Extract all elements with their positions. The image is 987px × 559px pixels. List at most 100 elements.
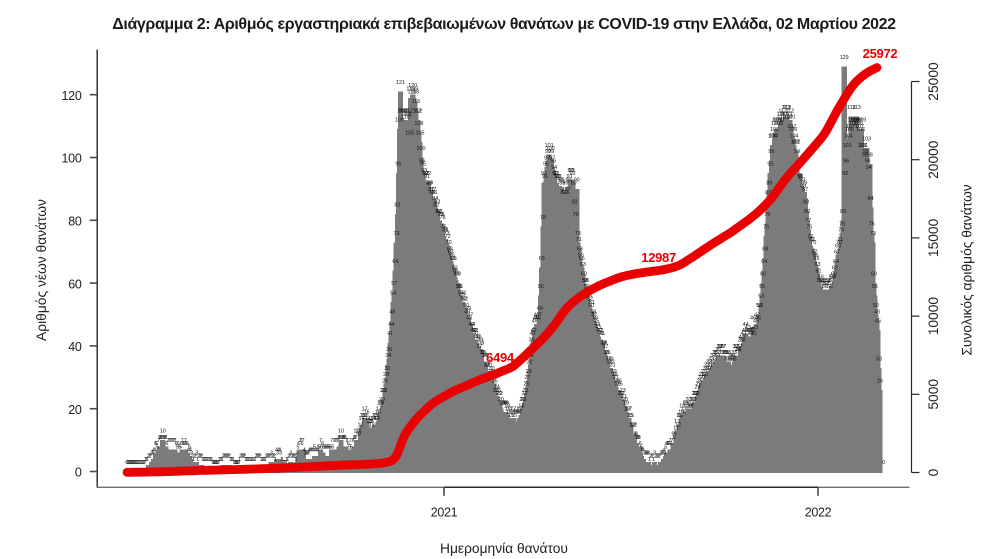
svg-text:1: 1 bbox=[285, 457, 288, 463]
svg-text:16: 16 bbox=[680, 410, 686, 416]
svg-text:2: 2 bbox=[239, 454, 242, 460]
svg-text:7: 7 bbox=[330, 438, 333, 444]
svg-text:10: 10 bbox=[356, 429, 362, 435]
svg-text:2: 2 bbox=[292, 454, 295, 460]
svg-text:11: 11 bbox=[673, 425, 679, 431]
svg-text:58: 58 bbox=[817, 278, 823, 284]
svg-text:2: 2 bbox=[656, 454, 659, 460]
svg-text:18: 18 bbox=[504, 404, 510, 410]
svg-text:22: 22 bbox=[693, 391, 699, 397]
svg-text:111: 111 bbox=[785, 111, 793, 117]
svg-text:56: 56 bbox=[456, 284, 462, 290]
svg-text:99: 99 bbox=[768, 149, 774, 155]
svg-text:108: 108 bbox=[849, 121, 858, 127]
svg-text:4: 4 bbox=[277, 447, 280, 453]
svg-text:0: 0 bbox=[236, 460, 239, 466]
svg-text:62: 62 bbox=[452, 265, 458, 271]
svg-text:9: 9 bbox=[672, 432, 675, 438]
svg-text:15: 15 bbox=[628, 413, 634, 419]
svg-text:44: 44 bbox=[469, 322, 475, 328]
svg-text:1: 1 bbox=[145, 457, 148, 463]
svg-text:97: 97 bbox=[544, 155, 550, 161]
svg-text:31: 31 bbox=[484, 363, 490, 369]
svg-text:38: 38 bbox=[601, 341, 607, 347]
svg-text:32: 32 bbox=[486, 360, 492, 366]
svg-text:19: 19 bbox=[377, 400, 383, 406]
svg-text:53: 53 bbox=[459, 294, 465, 300]
svg-text:18: 18 bbox=[686, 404, 692, 410]
svg-text:97: 97 bbox=[549, 155, 555, 161]
svg-text:8: 8 bbox=[162, 435, 165, 441]
svg-text:0: 0 bbox=[212, 460, 215, 466]
svg-text:1: 1 bbox=[244, 457, 247, 463]
svg-text:111: 111 bbox=[781, 111, 789, 117]
svg-text:3: 3 bbox=[190, 451, 193, 457]
svg-text:26: 26 bbox=[697, 378, 703, 384]
svg-text:2: 2 bbox=[654, 454, 657, 460]
svg-text:5: 5 bbox=[179, 444, 182, 450]
svg-text:28: 28 bbox=[383, 372, 389, 378]
svg-text:1: 1 bbox=[196, 457, 199, 463]
svg-text:106: 106 bbox=[788, 127, 797, 133]
svg-text:16: 16 bbox=[509, 410, 515, 416]
svg-text:6: 6 bbox=[154, 441, 157, 447]
svg-text:112: 112 bbox=[778, 108, 787, 114]
svg-text:3: 3 bbox=[663, 451, 666, 457]
svg-text:1: 1 bbox=[202, 457, 205, 463]
svg-text:2: 2 bbox=[240, 454, 243, 460]
svg-text:110: 110 bbox=[401, 115, 410, 121]
svg-text:33: 33 bbox=[608, 356, 614, 362]
svg-text:26: 26 bbox=[382, 378, 388, 384]
svg-text:6: 6 bbox=[666, 441, 669, 447]
svg-text:109: 109 bbox=[853, 118, 862, 124]
svg-text:39: 39 bbox=[738, 338, 744, 344]
svg-text:19: 19 bbox=[502, 400, 508, 406]
svg-text:76: 76 bbox=[839, 221, 845, 227]
svg-text:109: 109 bbox=[772, 118, 781, 124]
svg-text:100: 100 bbox=[417, 146, 426, 152]
svg-text:20: 20 bbox=[691, 397, 697, 403]
svg-text:41: 41 bbox=[599, 331, 605, 337]
svg-text:7: 7 bbox=[336, 438, 339, 444]
svg-text:17: 17 bbox=[517, 407, 523, 413]
svg-text:8: 8 bbox=[342, 435, 345, 441]
svg-text:2: 2 bbox=[148, 454, 151, 460]
svg-text:41: 41 bbox=[748, 331, 754, 337]
svg-text:4: 4 bbox=[641, 447, 644, 453]
svg-text:90: 90 bbox=[558, 177, 564, 183]
svg-text:64: 64 bbox=[833, 259, 839, 265]
svg-text:101: 101 bbox=[859, 143, 868, 149]
svg-text:51: 51 bbox=[589, 300, 595, 306]
svg-text:35: 35 bbox=[721, 350, 727, 356]
svg-text:17: 17 bbox=[376, 407, 382, 413]
svg-text:20: 20 bbox=[379, 397, 385, 403]
svg-text:75: 75 bbox=[763, 225, 769, 231]
svg-text:44: 44 bbox=[468, 322, 474, 328]
svg-text:91: 91 bbox=[424, 174, 430, 180]
svg-text:94: 94 bbox=[866, 165, 872, 171]
svg-text:25: 25 bbox=[524, 382, 530, 388]
svg-text:108: 108 bbox=[414, 121, 423, 127]
svg-text:5: 5 bbox=[329, 444, 332, 450]
svg-text:10: 10 bbox=[160, 429, 166, 435]
svg-text:106: 106 bbox=[770, 127, 779, 133]
svg-text:29: 29 bbox=[611, 369, 617, 375]
svg-text:78: 78 bbox=[440, 215, 446, 221]
svg-text:5000: 5000 bbox=[926, 379, 941, 410]
svg-text:86: 86 bbox=[765, 190, 771, 196]
svg-text:89: 89 bbox=[426, 181, 432, 187]
svg-text:12: 12 bbox=[629, 422, 635, 428]
svg-text:30: 30 bbox=[705, 366, 711, 372]
svg-text:6: 6 bbox=[175, 441, 178, 447]
svg-text:56: 56 bbox=[822, 284, 828, 290]
svg-text:32: 32 bbox=[706, 360, 712, 366]
svg-text:35: 35 bbox=[723, 350, 729, 356]
svg-text:95: 95 bbox=[543, 162, 549, 168]
svg-text:60: 60 bbox=[68, 277, 82, 291]
svg-text:3: 3 bbox=[644, 451, 647, 457]
svg-text:15000: 15000 bbox=[926, 218, 941, 257]
svg-text:7: 7 bbox=[184, 438, 187, 444]
svg-text:35: 35 bbox=[603, 350, 609, 356]
svg-text:28: 28 bbox=[702, 372, 708, 378]
svg-text:45: 45 bbox=[753, 319, 759, 325]
